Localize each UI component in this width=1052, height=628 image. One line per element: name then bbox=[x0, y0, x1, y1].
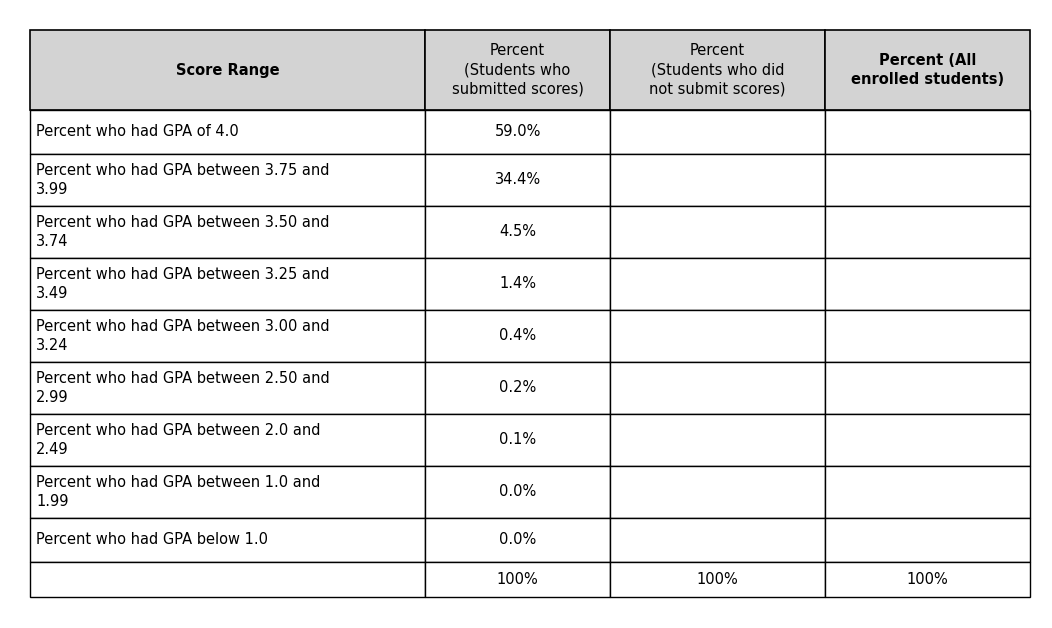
Text: 1.4%: 1.4% bbox=[499, 276, 537, 291]
Bar bbox=[425, 206, 610, 258]
Text: Percent who had GPA between 2.0 and
2.49: Percent who had GPA between 2.0 and 2.49 bbox=[36, 423, 321, 457]
Bar bbox=[31, 518, 425, 562]
Bar bbox=[825, 206, 1030, 258]
Bar bbox=[31, 414, 425, 466]
Bar bbox=[610, 206, 825, 258]
Bar bbox=[425, 362, 610, 414]
Bar bbox=[825, 30, 1030, 110]
Bar bbox=[610, 414, 825, 466]
Text: Percent who had GPA below 1.0: Percent who had GPA below 1.0 bbox=[36, 533, 268, 548]
Text: 0.4%: 0.4% bbox=[499, 328, 537, 344]
Text: 0.1%: 0.1% bbox=[499, 433, 537, 448]
Bar bbox=[31, 30, 425, 110]
Bar bbox=[31, 562, 425, 597]
Text: Score Range: Score Range bbox=[176, 63, 280, 77]
Text: Percent who had GPA between 3.50 and
3.74: Percent who had GPA between 3.50 and 3.7… bbox=[36, 215, 329, 249]
Text: 59.0%: 59.0% bbox=[494, 124, 541, 139]
Text: 34.4%: 34.4% bbox=[494, 173, 541, 188]
Bar bbox=[31, 206, 425, 258]
Bar bbox=[610, 466, 825, 518]
Text: Percent
(Students who
submitted scores): Percent (Students who submitted scores) bbox=[451, 43, 584, 97]
Text: 0.2%: 0.2% bbox=[499, 381, 537, 396]
Text: 100%: 100% bbox=[497, 572, 539, 587]
Bar bbox=[425, 466, 610, 518]
Text: Percent who had GPA of 4.0: Percent who had GPA of 4.0 bbox=[36, 124, 239, 139]
Bar bbox=[610, 154, 825, 206]
Bar bbox=[31, 362, 425, 414]
Text: 0.0%: 0.0% bbox=[499, 533, 537, 548]
Text: 4.5%: 4.5% bbox=[499, 224, 537, 239]
Text: 100%: 100% bbox=[907, 572, 948, 587]
Text: Percent who had GPA between 3.25 and
3.49: Percent who had GPA between 3.25 and 3.4… bbox=[36, 267, 329, 301]
Bar bbox=[825, 414, 1030, 466]
Text: Percent
(Students who did
not submit scores): Percent (Students who did not submit sco… bbox=[649, 43, 786, 97]
Bar bbox=[425, 110, 610, 154]
Bar bbox=[425, 154, 610, 206]
Bar bbox=[825, 362, 1030, 414]
Bar bbox=[425, 414, 610, 466]
Bar bbox=[610, 110, 825, 154]
Bar bbox=[425, 310, 610, 362]
Bar bbox=[31, 310, 425, 362]
Bar bbox=[31, 110, 425, 154]
Bar bbox=[425, 258, 610, 310]
Bar bbox=[610, 258, 825, 310]
Bar bbox=[425, 518, 610, 562]
Bar bbox=[425, 562, 610, 597]
Text: 0.0%: 0.0% bbox=[499, 484, 537, 499]
Bar bbox=[610, 518, 825, 562]
Bar bbox=[610, 30, 825, 110]
Bar bbox=[31, 466, 425, 518]
Bar bbox=[825, 110, 1030, 154]
Text: Percent (All
enrolled students): Percent (All enrolled students) bbox=[851, 53, 1004, 87]
Bar bbox=[610, 310, 825, 362]
Text: Percent who had GPA between 3.00 and
3.24: Percent who had GPA between 3.00 and 3.2… bbox=[36, 319, 329, 353]
Text: Percent who had GPA between 3.75 and
3.99: Percent who had GPA between 3.75 and 3.9… bbox=[36, 163, 329, 197]
Text: Percent who had GPA between 2.50 and
2.99: Percent who had GPA between 2.50 and 2.9… bbox=[36, 371, 329, 405]
Text: Percent who had GPA between 1.0 and
1.99: Percent who had GPA between 1.0 and 1.99 bbox=[36, 475, 321, 509]
Bar bbox=[825, 466, 1030, 518]
Bar bbox=[425, 30, 610, 110]
Bar bbox=[825, 518, 1030, 562]
Bar bbox=[31, 154, 425, 206]
Bar bbox=[825, 562, 1030, 597]
Bar bbox=[825, 258, 1030, 310]
Bar bbox=[610, 362, 825, 414]
Bar bbox=[610, 562, 825, 597]
Bar bbox=[31, 258, 425, 310]
Text: 100%: 100% bbox=[696, 572, 739, 587]
Bar bbox=[825, 310, 1030, 362]
Bar bbox=[825, 154, 1030, 206]
